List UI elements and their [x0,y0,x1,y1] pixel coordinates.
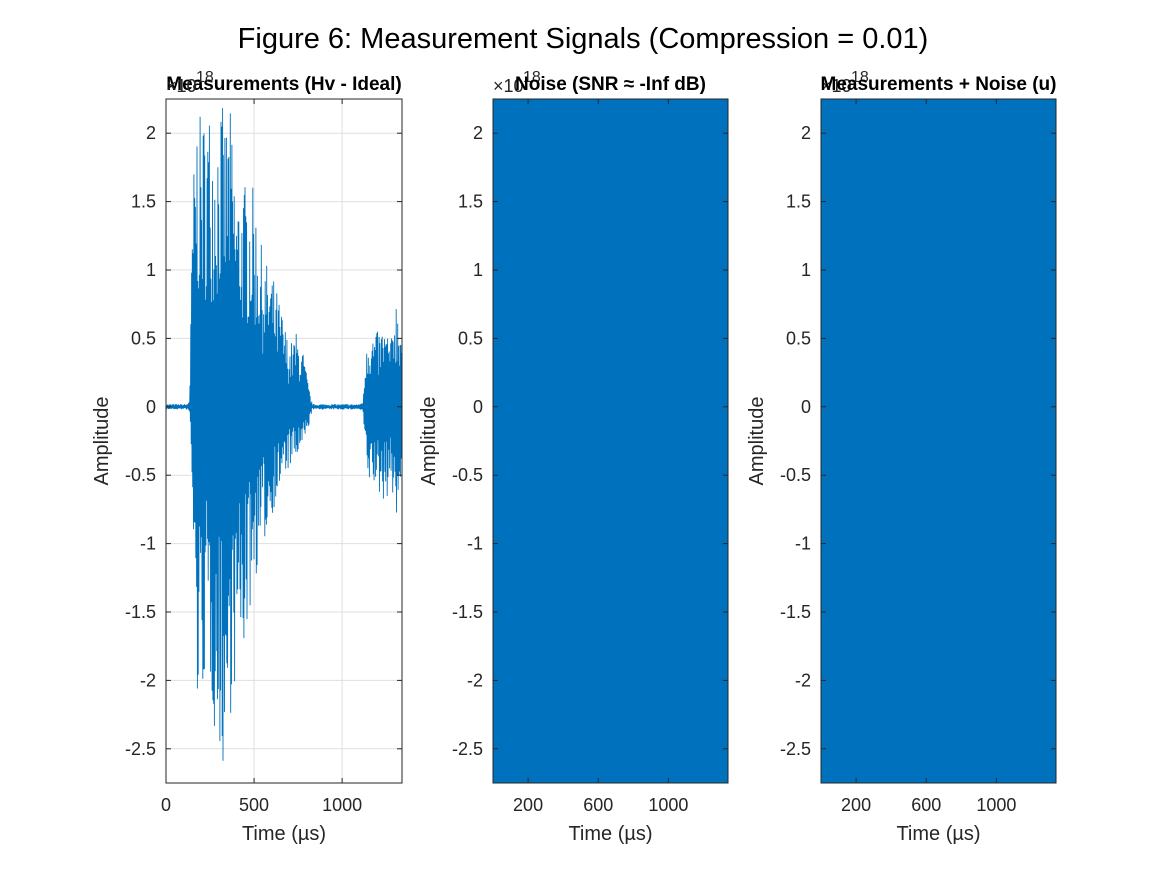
panel-2-ytick-label-3: 0.5 [458,328,483,348]
panel-2-ytick-label-1: 1.5 [458,192,483,212]
panel-1-xtick-label-2: 1000 [322,795,362,815]
panel-3-xticks: 200 600 1000 [841,99,1016,815]
panel-3-ytick-label-4: 0 [801,397,811,417]
panel-2-ytick-label-9: -2.5 [452,739,483,759]
panel-1-ytick-label-7: -1.5 [125,602,156,622]
panel-1-ytick-label-8: -2 [140,670,156,690]
panel-2-xtick-label-2: 1000 [648,795,688,815]
panel-1-xtick-label-1: 500 [239,795,269,815]
panel-2-plot [493,99,728,783]
panel-3-yticks: 2 1.5 1 0.5 0 -0.5 -1 -1.5 -2 -2.5 [780,123,1056,759]
panel-2-ytick-label-7: -1.5 [452,602,483,622]
panel-1-axes-box [165,98,403,784]
panel-1-ytick-label-3: 0.5 [131,328,156,348]
panel-2-yticks: 2 1.5 1 0.5 0 -0.5 -1 -1.5 -2 -2.5 [452,123,728,759]
panel-3-y-exponent: 18 [851,69,869,86]
panel-3-xtick-label-0: 200 [841,795,871,815]
panel-2: 200 600 1000 2 1.5 1 0.5 0 -0.5 -1 -1.5 -2 -2.5 ×10… [418,69,729,845]
panel-2-xticks: 200 600 1000 [513,99,688,815]
panel-1-ytick-label-1: 1.5 [131,192,156,212]
panel-1-ytick-label-2: 1 [146,260,156,280]
panel-2-xtick-label-0: 200 [513,795,543,815]
panel-3-ytick-label-3: 0.5 [786,328,811,348]
panel-3-ytick-label-8: -2 [795,670,811,690]
panel-1-yticks: 2 1.5 1 0.5 0 -0.5 -1 -1.5 -2 -2.5 [125,123,402,759]
panel-3-xlabel: Time (µs) [896,823,980,845]
panel-3-ytick-label-5: -0.5 [780,465,811,485]
panel-2-filled-signal [493,99,728,783]
panel-1-y-multiplier: ×10 [166,76,197,96]
panel-1-y-exponent: 18 [196,69,214,86]
panel-3-ylabel: Amplitude [746,397,768,486]
panel-1-ytick-label-9: -2.5 [125,739,156,759]
panel-3-title: Measurements + Noise (u) [821,74,1057,95]
panel-2-ytick-label-8: -2 [467,670,483,690]
panel-2-xtick-label-1: 600 [583,795,613,815]
panel-3-y-multiplier: ×10 [821,76,852,96]
panel-1-grid [165,99,402,783]
panel-2-ytick-label-5: -0.5 [452,465,483,485]
panel-2-y-exponent: 18 [523,69,541,86]
panel-1: 0 500 1000 2 1.5 1 0.5 0 -0.5 -1 -1.5 -2 -2.5 Measu… [91,69,403,845]
panel-2-ytick-label-6: -1 [467,534,483,554]
panel-1-xticks: 0 500 1000 [161,99,362,815]
panel-3-axes-box [820,98,1057,784]
panel-2-ylabel: Amplitude [418,397,440,486]
panel-3-ytick-label-7: -1.5 [780,602,811,622]
panel-1-ytick-label-5: -0.5 [125,465,156,485]
panel-3-xtick-label-2: 1000 [976,795,1016,815]
panel-1-ytick-label-4: 0 [146,397,156,417]
panel-3-xtick-label-1: 600 [911,795,941,815]
panel-3: 200 600 1000 2 1.5 1 0.5 0 -0.5 -1 -1.5 -2 -2.5 ×10… [746,69,1057,845]
panel-3-filled-signal [821,99,1056,783]
panel-1-ylabel: Amplitude [91,397,113,486]
panel-3-ytick-label-1: 1.5 [786,192,811,212]
panel-2-title: Noise (SNR ≈ -Inf dB) [515,74,706,95]
panel-3-ytick-label-6: -1 [795,534,811,554]
panel-3-ytick-label-9: -2.5 [780,739,811,759]
panel-2-ytick-label-4: 0 [473,397,483,417]
panel-2-xlabel: Time (µs) [568,823,652,845]
panel-2-y-multiplier: ×10 [493,76,524,96]
panel-2-axes-box [492,98,729,784]
panel-1-title: Measurements (Hv - Ideal) [166,74,401,95]
panel-1-xlabel: Time (µs) [242,823,326,845]
panel-3-plot [821,99,1056,783]
panel-1-xtick-label-0: 0 [161,795,171,815]
panel-3-ytick-label-0: 2 [801,123,811,143]
panel-1-plot [165,108,403,761]
panel-1-ytick-label-0: 2 [146,123,156,143]
panel-2-ytick-label-0: 2 [473,123,483,143]
figure-title: Figure 6: Measurement Signals (Compressi… [238,23,929,55]
panel-2-ytick-label-2: 1 [473,260,483,280]
panel-1-ytick-label-6: -1 [140,534,156,554]
panel-1-signal-line [165,108,403,761]
panel-3-ytick-label-2: 1 [801,260,811,280]
